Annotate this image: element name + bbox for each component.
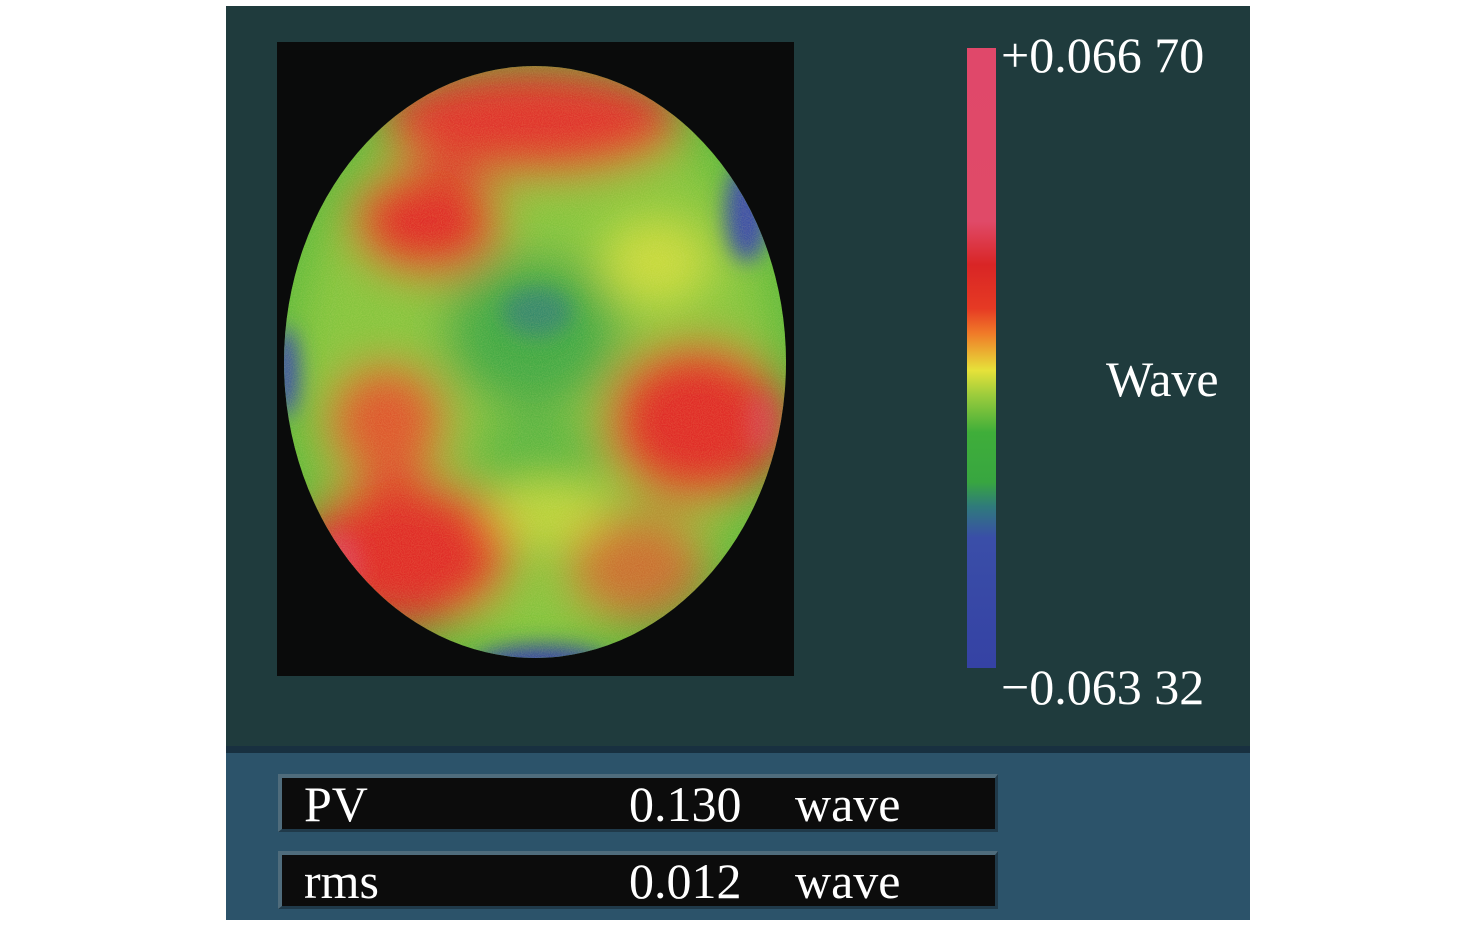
stat-row-rms: rms 0.012 wave bbox=[278, 851, 998, 909]
wavefront-map-image bbox=[284, 66, 786, 658]
stat-value: 0.130 bbox=[629, 776, 742, 832]
wavefront-map bbox=[277, 42, 794, 676]
stat-name: rms bbox=[304, 853, 379, 909]
stat-unit: wave bbox=[795, 853, 901, 909]
stat-row-pv: PV 0.130 wave bbox=[278, 774, 998, 832]
scale-unit-label: Wave bbox=[1106, 351, 1219, 407]
stat-unit: wave bbox=[795, 776, 901, 832]
color-scale-bar bbox=[967, 48, 996, 668]
stat-value: 0.012 bbox=[629, 853, 742, 909]
stats-area: PV 0.130 wave rms 0.012 wave bbox=[226, 746, 1250, 920]
scale-max-label: +0.066 70 bbox=[1001, 27, 1205, 83]
interferogram-panel: +0.066 70 −0.063 32 Wave PV 0.130 wave r… bbox=[226, 6, 1250, 920]
stat-name: PV bbox=[304, 776, 368, 832]
scale-min-label: −0.063 32 bbox=[1001, 659, 1205, 715]
